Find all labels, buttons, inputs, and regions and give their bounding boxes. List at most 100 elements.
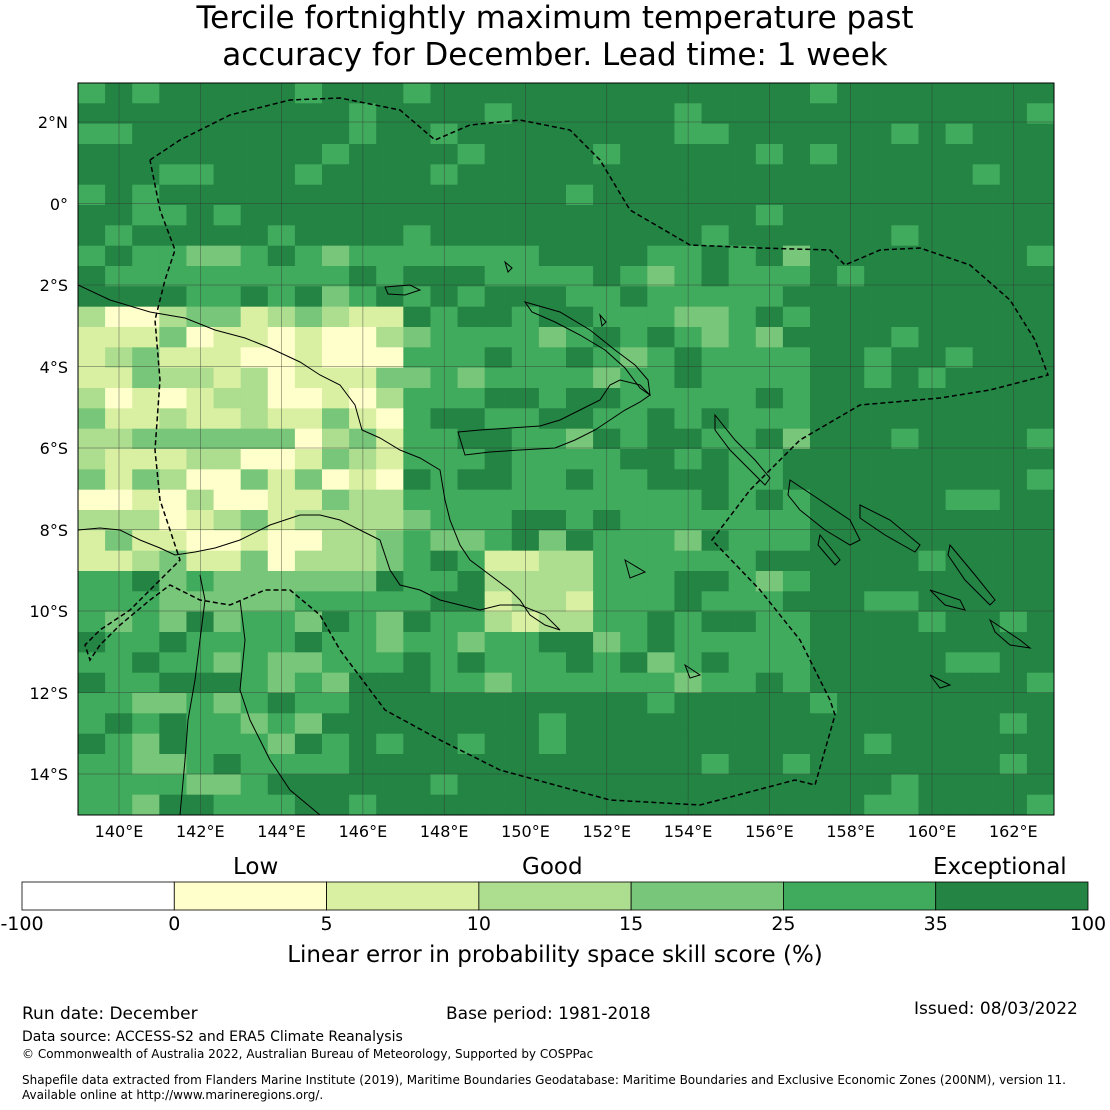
grid-cell xyxy=(132,266,160,287)
latitude-tick-label: 10°S xyxy=(29,602,68,621)
grid-cell xyxy=(647,774,676,796)
grid-cell xyxy=(620,184,648,206)
grid-cell xyxy=(782,469,811,491)
grid-cell xyxy=(1026,103,1054,125)
grid-cell xyxy=(294,652,323,674)
grid-cell xyxy=(620,245,648,267)
grid-cell xyxy=(755,713,784,735)
grid-cell xyxy=(864,245,892,267)
grid-cell xyxy=(457,713,486,735)
colorbar-segment xyxy=(326,881,480,911)
grid-cell xyxy=(403,571,432,592)
grid-cell xyxy=(755,693,784,714)
grid-cell xyxy=(701,327,730,348)
grid-cell xyxy=(294,347,323,369)
grid-cell xyxy=(132,103,160,125)
grid-cell xyxy=(837,510,865,531)
grid-cell xyxy=(918,652,947,674)
grid-cell xyxy=(999,530,1028,552)
grid-cell xyxy=(457,164,486,186)
grid-cell xyxy=(1026,367,1054,389)
grid-cell xyxy=(538,550,567,572)
grid-cell xyxy=(240,225,269,247)
grid-cell xyxy=(376,408,404,430)
grid-cell xyxy=(159,123,188,145)
grid-cell xyxy=(728,693,757,714)
grid-cell xyxy=(376,652,404,674)
grid-cell xyxy=(864,571,892,592)
grid-cell xyxy=(728,266,757,287)
grid-cell xyxy=(132,83,160,104)
grid-cell xyxy=(728,225,757,247)
grid-cell xyxy=(972,632,1001,653)
grid-cell xyxy=(755,774,784,796)
grid-cell xyxy=(728,205,757,226)
grid-cell xyxy=(945,611,974,633)
grid-cell xyxy=(294,449,323,470)
grid-cell xyxy=(78,225,106,247)
grid-cell xyxy=(213,449,242,470)
grid-cell xyxy=(566,327,594,348)
grid-cell xyxy=(755,530,784,552)
grid-cell xyxy=(566,611,594,633)
grid-cell xyxy=(240,754,269,775)
grid-cell xyxy=(213,266,242,287)
grid-cell xyxy=(782,591,811,613)
grid-cell xyxy=(322,286,350,308)
grid-cell xyxy=(240,733,269,755)
grid-cell xyxy=(484,83,513,104)
grid-cell xyxy=(403,754,432,775)
grid-cell xyxy=(891,591,920,613)
grid-cell xyxy=(918,205,947,226)
grid-cell xyxy=(240,428,269,450)
grid-cell xyxy=(782,103,811,125)
grid-cell xyxy=(457,489,486,511)
grid-cell xyxy=(864,205,892,226)
grid-cell xyxy=(566,652,594,674)
grid-cell xyxy=(132,510,160,531)
grid-cell xyxy=(78,266,106,287)
grid-cell xyxy=(864,164,892,186)
grid-cell xyxy=(891,123,920,145)
grid-cell xyxy=(213,347,242,369)
grid-cell xyxy=(322,510,350,531)
grid-cell xyxy=(457,571,486,592)
grid-cell xyxy=(999,184,1028,206)
grid-cell xyxy=(322,611,350,633)
grid-cell xyxy=(484,327,513,348)
grid-cell xyxy=(294,83,323,104)
grid-cell xyxy=(484,205,513,226)
grid-cell xyxy=(999,449,1028,470)
grid-cell xyxy=(972,428,1001,450)
grid-cell xyxy=(1026,489,1054,511)
grid-cell xyxy=(945,408,974,430)
grid-cell xyxy=(566,367,594,389)
grid-cell xyxy=(864,489,892,511)
grid-cell xyxy=(647,591,676,613)
grid-cell xyxy=(837,184,865,206)
grid-cell xyxy=(457,225,486,247)
grid-cell xyxy=(945,530,974,552)
grid-cell xyxy=(620,611,648,633)
grid-cell xyxy=(403,449,432,470)
grid-cell xyxy=(1026,449,1054,470)
grid-cell xyxy=(213,774,242,796)
grid-cell xyxy=(240,713,269,735)
grid-cell xyxy=(891,388,920,409)
grid-cell xyxy=(701,489,730,511)
grid-cell xyxy=(457,123,486,145)
longitude-tick-label: 162°E xyxy=(988,822,1038,841)
grid-cell xyxy=(322,794,350,815)
grid-cell xyxy=(403,713,432,735)
grid-cell xyxy=(484,510,513,531)
grid-cell xyxy=(728,327,757,348)
grid-cell xyxy=(620,632,648,653)
grid-cell xyxy=(294,327,323,348)
grid-cell xyxy=(782,205,811,226)
grid-cell xyxy=(620,367,648,389)
grid-cell xyxy=(376,367,404,389)
grid-cell xyxy=(755,449,784,470)
data-source: Data source: ACCESS-S2 and ERA5 Climate … xyxy=(22,1029,403,1045)
grid-cell xyxy=(972,367,1001,389)
grid-cell xyxy=(918,83,947,104)
